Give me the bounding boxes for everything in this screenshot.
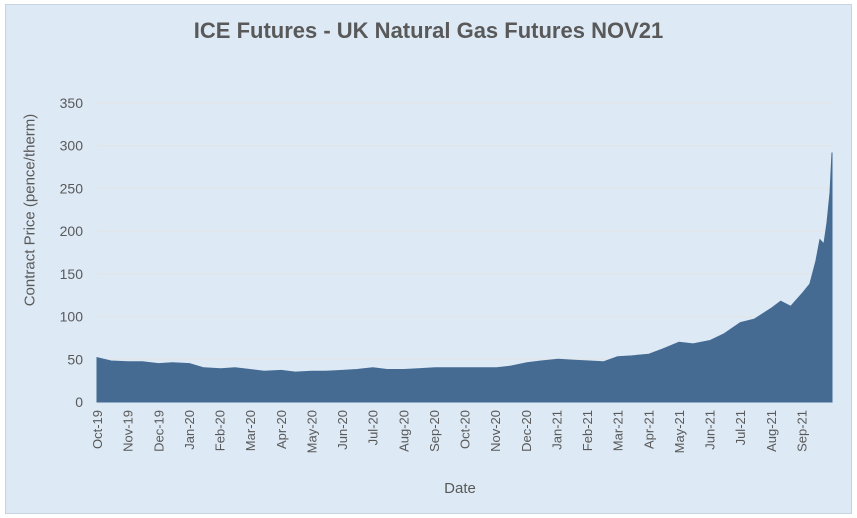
x-tick-label: May-21 [672, 410, 687, 453]
price-area [96, 152, 833, 403]
y-tick-label: 50 [67, 351, 83, 367]
x-tick-label: Feb-20 [213, 410, 228, 451]
x-tick-label: Nov-20 [488, 410, 503, 452]
x-tick-label: Jul-21 [733, 410, 748, 445]
x-tick-label: Jan-21 [549, 410, 564, 450]
x-tick-label: Jan-20 [182, 410, 197, 450]
x-tick-label: Mar-20 [243, 410, 258, 451]
x-tick-label: Sep-21 [794, 410, 809, 452]
x-tick-label: Apr-21 [641, 410, 656, 449]
x-tick-label: Apr-20 [274, 410, 289, 449]
x-tick-labels: Oct-19 Nov-19 Dec-19 Jan-20 Feb-20 Mar-20 Apr-… [90, 410, 809, 453]
y-tick-label: 0 [75, 394, 83, 410]
area-series [96, 152, 833, 403]
x-axis-label: Date [444, 480, 476, 497]
y-tick-label: 250 [60, 180, 84, 196]
y-tick-label: 100 [60, 309, 84, 325]
chart-frame [5, 4, 852, 514]
y-tick-label: 200 [60, 223, 84, 239]
y-tick-label: 150 [60, 266, 84, 282]
x-tick-label: Nov-19 [121, 410, 136, 452]
x-tick-label: Dec-19 [151, 410, 166, 452]
y-tick-label: 350 [60, 95, 84, 111]
x-tick-label: Jul-20 [366, 410, 381, 445]
x-tick-label: Aug-21 [764, 410, 779, 452]
chart-title: ICE Futures - UK Natural Gas Futures NOV… [193, 18, 664, 43]
x-tick-label: Sep-20 [427, 410, 442, 452]
x-tick-label: Aug-20 [396, 410, 411, 452]
x-tick-label: Feb-21 [580, 410, 595, 451]
x-tick-label: Oct-19 [90, 410, 105, 449]
y-tick-label: 300 [60, 138, 84, 154]
x-tick-label: Dec-20 [519, 410, 534, 452]
y-tick-labels: 0 50 100 150 200 250 300 350 [60, 95, 84, 410]
x-tick-label: Mar-21 [611, 410, 626, 451]
x-tick-label: Jun-20 [335, 410, 350, 450]
x-tick-label: May-20 [304, 410, 319, 453]
x-tick-label: Jun-21 [703, 410, 718, 450]
x-tick-label: Oct-20 [458, 410, 473, 449]
